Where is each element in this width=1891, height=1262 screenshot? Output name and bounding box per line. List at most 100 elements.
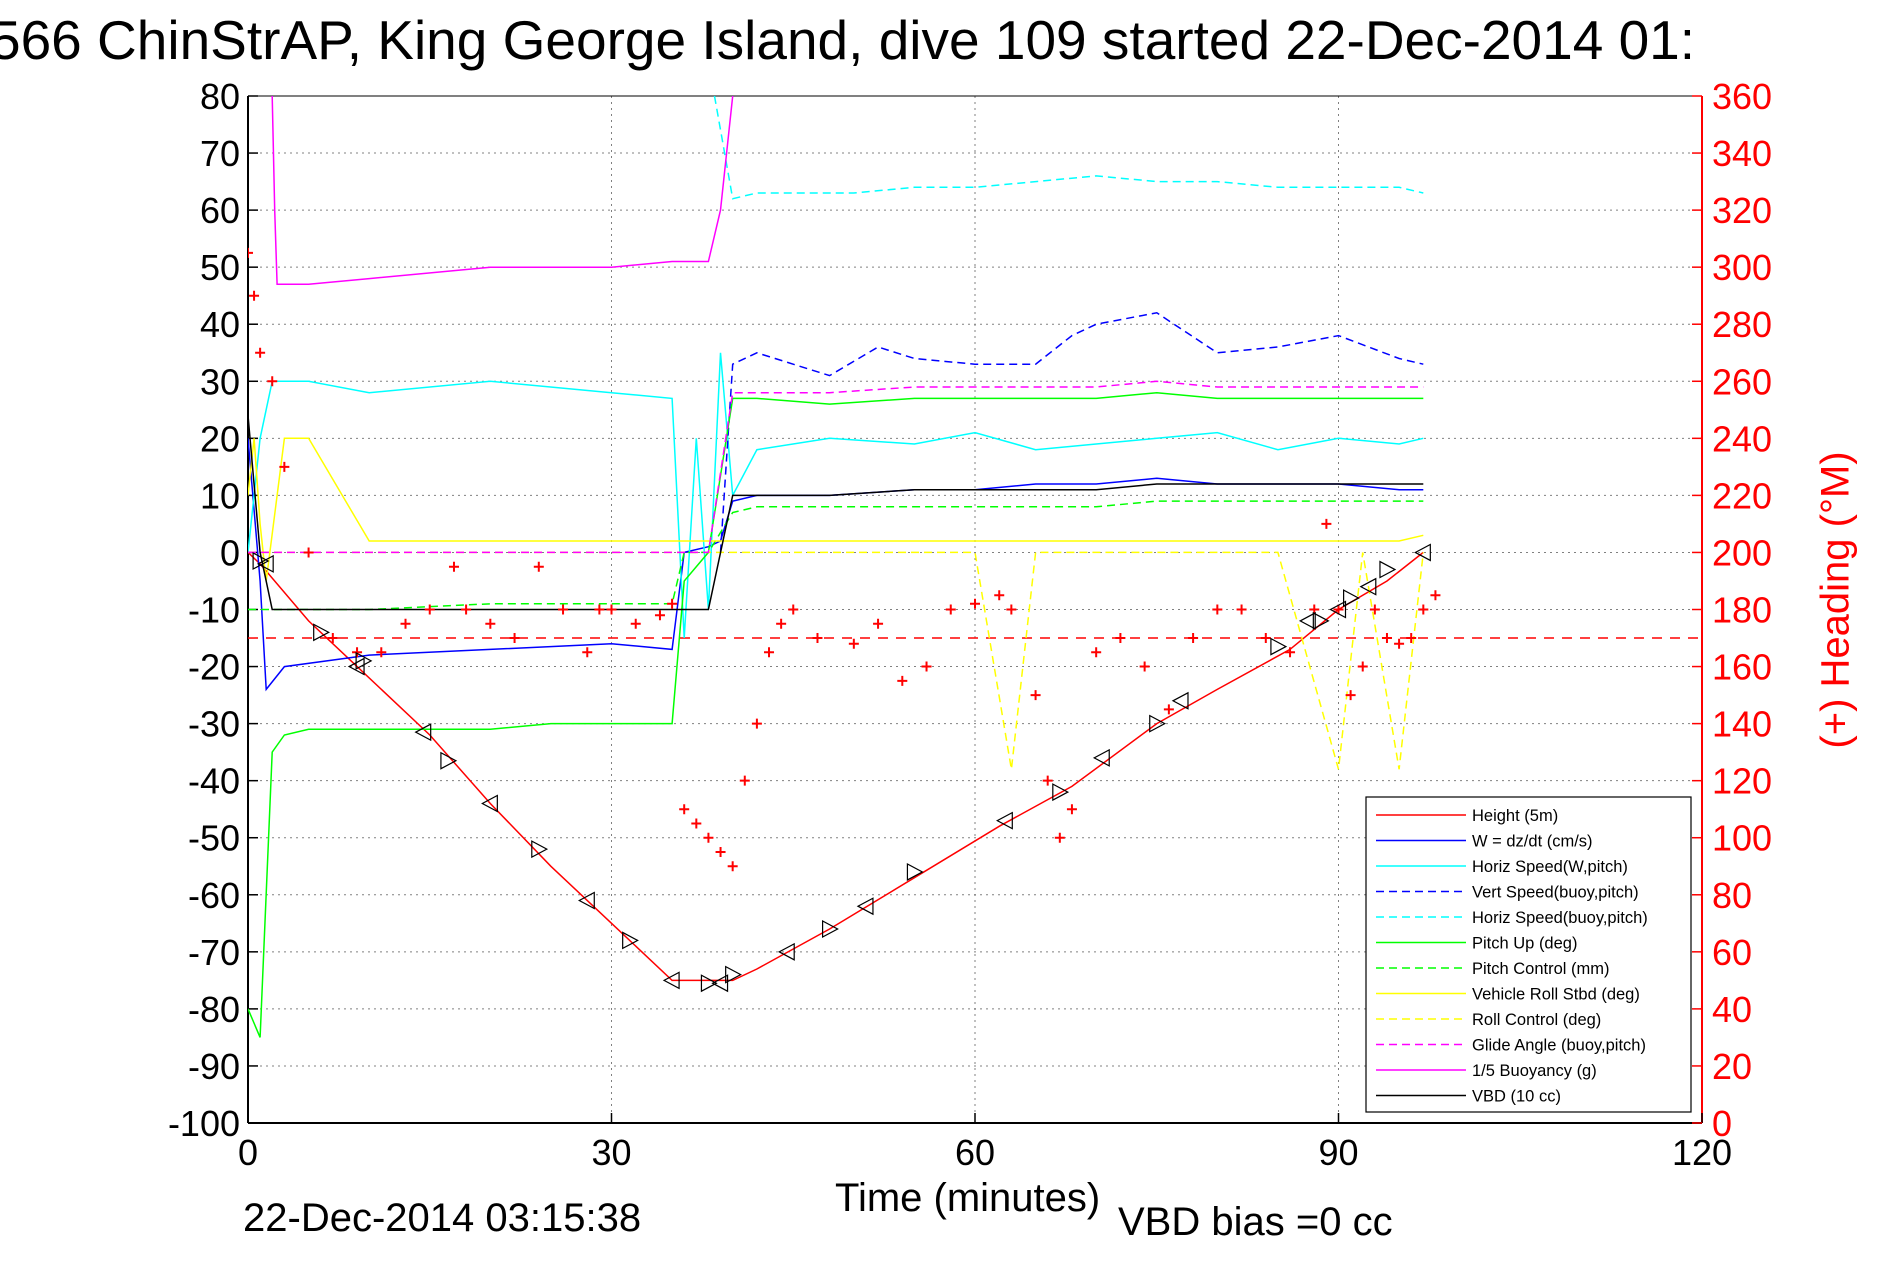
y-tick-label: -100: [168, 1103, 240, 1144]
y-tick-label: 30: [200, 361, 240, 402]
heading-point: [1054, 832, 1065, 843]
heading-point: [400, 618, 411, 629]
y2-tick-label: 220: [1712, 475, 1772, 516]
heading-point: [558, 604, 569, 615]
legend-label: 1/5 Buoyancy (g): [1472, 1062, 1597, 1080]
heading-point: [812, 633, 823, 644]
heading-point: [764, 647, 775, 658]
y-tick-label: 0: [220, 532, 240, 573]
legend-label: Vehicle Roll Stbd (deg): [1472, 986, 1640, 1004]
y-tick-label: -30: [188, 704, 240, 745]
heading-point: [667, 598, 678, 609]
heading-point: [1406, 633, 1417, 644]
y-tick-label: 70: [200, 133, 240, 174]
depth-marker: [700, 974, 718, 993]
depth-marker: [1171, 691, 1189, 710]
footer-timestamp: 22-Dec-2014 03:15:38: [243, 1196, 642, 1240]
y2-tick-label: 280: [1712, 304, 1772, 345]
heading-point: [1163, 704, 1174, 715]
legend-label: Pitch Up (deg): [1472, 935, 1577, 953]
chart-title: 566 ChinStrAP, King George Island, dive …: [0, 9, 1696, 71]
depth-marker: [481, 794, 498, 813]
heading-point: [1333, 604, 1344, 615]
heading-point: [1369, 604, 1380, 615]
heading-point: [509, 633, 520, 644]
heading-point: [376, 647, 387, 658]
heading-point: [921, 661, 932, 672]
heading-point: [873, 618, 884, 629]
heading-point: [1430, 590, 1441, 601]
depth-marker: [856, 897, 874, 916]
y2-tick-label: 180: [1712, 590, 1772, 631]
depth-marker: [440, 751, 458, 770]
heading-point: [279, 461, 290, 472]
y2-tick-label: 260: [1712, 361, 1772, 402]
heading-point: [267, 376, 278, 387]
heading-point: [248, 247, 253, 258]
y2-tick-label: 200: [1712, 532, 1772, 573]
depth-marker: [414, 723, 432, 742]
y-tick-label: -60: [188, 875, 240, 916]
heading-point: [848, 638, 859, 649]
legend: Height (5m) W = dz/dt (cm/s) Horiz Speed(W…: [1365, 796, 1692, 1113]
heading-point: [994, 590, 1005, 601]
y2-tick-label: 240: [1712, 418, 1772, 459]
footer-vbd-bias: VBD bias =0 cc: [1118, 1200, 1393, 1244]
heading-point: [703, 832, 714, 843]
y-tick-label: -40: [188, 761, 240, 802]
depth-marker: [622, 931, 639, 950]
depth-marker: [1329, 600, 1347, 619]
y-tick-label: -20: [188, 647, 240, 688]
right-axis-label: (+) Heading (°M): [1813, 451, 1858, 749]
series-line-4: [713, 96, 1424, 200]
x-tick-label: 0: [238, 1132, 258, 1173]
heading-point: [1006, 604, 1017, 615]
legend-label: Roll Control (deg): [1472, 1011, 1601, 1029]
series-line-6: [248, 500, 1424, 611]
depth-marker: [821, 920, 839, 939]
depth-marker: [777, 942, 795, 961]
heading-point: [1042, 775, 1053, 786]
legend-label: VBD (10 cc): [1472, 1088, 1561, 1106]
heading-point: [1321, 518, 1332, 529]
y2-tick-label: 160: [1712, 647, 1772, 688]
heading-point: [630, 618, 641, 629]
y2-tick-label: 40: [1712, 989, 1752, 1030]
y-tick-label: -80: [188, 989, 240, 1030]
y-tick-label: -70: [188, 932, 240, 973]
depth-marker: [711, 974, 729, 993]
heading-point: [1357, 661, 1368, 672]
y-tick-label: 40: [200, 304, 240, 345]
depth-marker: [1359, 577, 1377, 596]
y2-tick-label: 320: [1712, 190, 1772, 231]
x-tick-label: 120: [1672, 1132, 1732, 1173]
heading-point: [303, 547, 314, 558]
series-line-0: [248, 551, 1424, 982]
heading-point: [424, 604, 435, 615]
y-tick-label: 50: [200, 247, 240, 288]
heading-point: [1030, 690, 1041, 701]
series-line-3: [719, 312, 1424, 553]
heading-point: [776, 618, 787, 629]
depth-marker: [662, 971, 680, 990]
depth-marker: [1052, 783, 1070, 802]
depth-marker: [1298, 611, 1316, 630]
legend-label: Horiz Speed(buoy,pitch): [1472, 909, 1648, 927]
heading-point: [485, 618, 496, 629]
legend-label: Vert Speed(buoy,pitch): [1472, 884, 1639, 902]
y2-tick-label: 60: [1712, 932, 1752, 973]
y-tick-label: -50: [188, 818, 240, 859]
y2-tick-label: 80: [1712, 875, 1752, 916]
depth-marker: [256, 554, 274, 573]
x-tick-label: 90: [1318, 1132, 1358, 1173]
heading-point: [1260, 633, 1271, 644]
y2-tick-label: 300: [1712, 247, 1772, 288]
y-tick-label: -90: [188, 1046, 240, 1087]
y2-tick-label: 100: [1712, 818, 1772, 859]
y-tick-label: 80: [200, 76, 240, 117]
y-tick-label: 10: [200, 475, 240, 516]
series-line-10: [271, 96, 734, 286]
depth-marker: [355, 651, 373, 670]
heading-point: [1345, 690, 1356, 701]
